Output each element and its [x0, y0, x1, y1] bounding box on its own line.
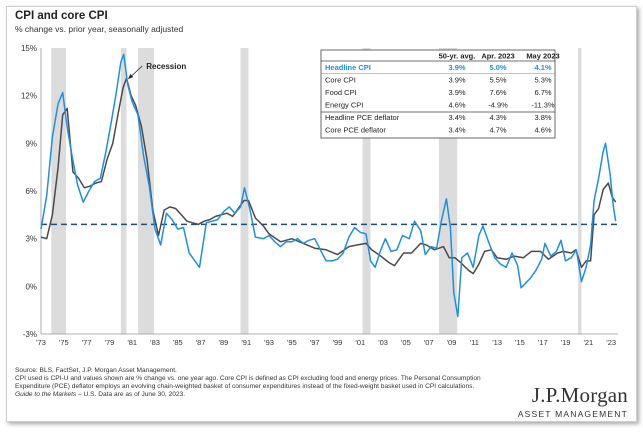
chart-card: CPI and core CPI % change vs. prior year…: [6, 6, 637, 422]
table-row-label: Core PCE deflator: [325, 126, 386, 135]
y-tick-label: 0%: [25, 282, 37, 291]
x-tick-label: '19: [561, 338, 571, 347]
table-cell: 5.3%: [534, 76, 551, 85]
x-tick-label: '93: [264, 338, 274, 347]
x-tick-label: '23: [606, 338, 616, 347]
y-tick-label: 6%: [25, 187, 37, 196]
y-tick-label: -3%: [23, 330, 37, 339]
table-cell: 7.6%: [489, 88, 506, 97]
x-tick-label: '13: [492, 338, 502, 347]
table-cell: 4.7%: [489, 126, 506, 135]
table-row-label: Headline PCE deflator: [325, 113, 400, 122]
x-tick-label: '03: [378, 338, 388, 347]
x-tick-label: '21: [583, 338, 593, 347]
x-tick-label: '97: [310, 338, 320, 347]
y-tick-label: 9%: [25, 139, 37, 148]
table-cell: 3.9%: [448, 88, 465, 97]
table-cell: 4.6%: [448, 101, 465, 110]
recession-band-1: [120, 48, 127, 334]
table-cell: -11.3%: [531, 101, 555, 110]
table-header: May 2023: [526, 52, 559, 61]
table-cell: 6.7%: [534, 88, 551, 97]
brand-name: J.P.Morgan: [531, 383, 628, 407]
table-cell: 4.6%: [534, 126, 551, 135]
x-tick-label: '95: [287, 338, 297, 347]
table-cell: 4.3%: [489, 113, 506, 122]
chart-axes: -3% 0% 3% 6% 9% 12% 15% '73 '75 '77 '79 '81 '83 '85 '8…: [21, 44, 618, 347]
x-tick-label: '05: [401, 338, 411, 347]
table-cell: 5.0%: [489, 63, 506, 72]
headline-cpi-line: [40, 53, 617, 318]
table-box: [320, 49, 556, 139]
table-cell: 3.9%: [448, 76, 465, 85]
x-tick-label: '15: [515, 338, 525, 347]
table-cell: 3.9%: [448, 63, 465, 72]
x-tick-label: '17: [538, 338, 548, 347]
x-tick-label: '79: [105, 338, 115, 347]
guide-title: Guide to the Markets: [15, 391, 77, 398]
x-tick-label: '91: [241, 338, 251, 347]
source-note: Source: BLS, FactSet, J.P. Morgan Asset …: [15, 367, 177, 374]
x-tick-label: '87: [196, 338, 206, 347]
table-row-label: Headline CPI: [325, 63, 371, 72]
y-tick-label: 3%: [25, 235, 37, 244]
table-header: 50-yr. avg.: [439, 52, 476, 61]
cpi-chart: -3% 0% 3% 6% 9% 12% 15% '73 '75 '77 '79 '81 '83 '85 '8…: [21, 44, 618, 347]
x-tick-label: '81: [127, 338, 137, 347]
x-tick-label: '89: [219, 338, 229, 347]
chart-annotations: Recession: [127, 62, 186, 80]
definition-note: CPI used is CPI-U and values shown are %…: [15, 375, 481, 390]
x-tick-label: '07: [424, 338, 434, 347]
x-tick-label: '11: [470, 338, 479, 347]
x-tick-label: '09: [447, 338, 457, 347]
table-cell: 3.4%: [448, 113, 465, 122]
y-tick-label: 15%: [21, 44, 37, 53]
table-cell: 5.5%: [489, 76, 506, 85]
chart-title: CPI and core CPI: [15, 10, 108, 22]
recession-label: Recession: [146, 62, 186, 71]
footnotes: Source: BLS, FactSet, J.P. Morgan Asset …: [15, 367, 485, 399]
recession-band-2: [137, 48, 154, 334]
x-tick-label: '73: [36, 338, 46, 347]
chart-series: [40, 53, 618, 318]
recession-band-4: [362, 48, 371, 334]
table-cell: 3.8%: [534, 113, 551, 122]
chart-subtitle: % change vs. prior year, seasonally adju…: [15, 24, 184, 34]
recession-band-0: [51, 48, 67, 334]
x-tick-label: '85: [173, 338, 183, 347]
guide-note: Guide to the Markets – U.S. Data are as …: [15, 391, 485, 399]
y-tick-label: 12%: [21, 92, 37, 101]
brand-logo: J.P.Morgan ASSET MANAGEMENT: [518, 383, 628, 419]
table-cell: -4.9%: [488, 101, 508, 110]
table-cell: 4.1%: [534, 63, 551, 72]
table-row-label: Energy CPI: [325, 101, 363, 110]
x-tick-label: '99: [333, 338, 343, 347]
table-header: Apr. 2023: [481, 52, 514, 61]
x-tick-label: '77: [82, 338, 92, 347]
x-tick-label: '01: [355, 338, 365, 347]
recession-arrow-head: [128, 74, 134, 79]
guide-date: – U.S. Data are as of June 30, 2023.: [76, 391, 186, 398]
table-row-label: Food CPI: [325, 88, 357, 97]
brand-tagline: ASSET MANAGEMENT: [517, 409, 628, 419]
table-cell: 3.4%: [448, 126, 465, 135]
recession-band-6: [578, 48, 582, 334]
inflation-summary-table: 50-yr. avg. Apr. 2023 May 2023 Headline CPI…: [320, 49, 560, 139]
table-row-label: Core CPI: [325, 76, 356, 85]
x-tick-label: '75: [59, 338, 69, 347]
x-tick-label: '83: [150, 338, 160, 347]
